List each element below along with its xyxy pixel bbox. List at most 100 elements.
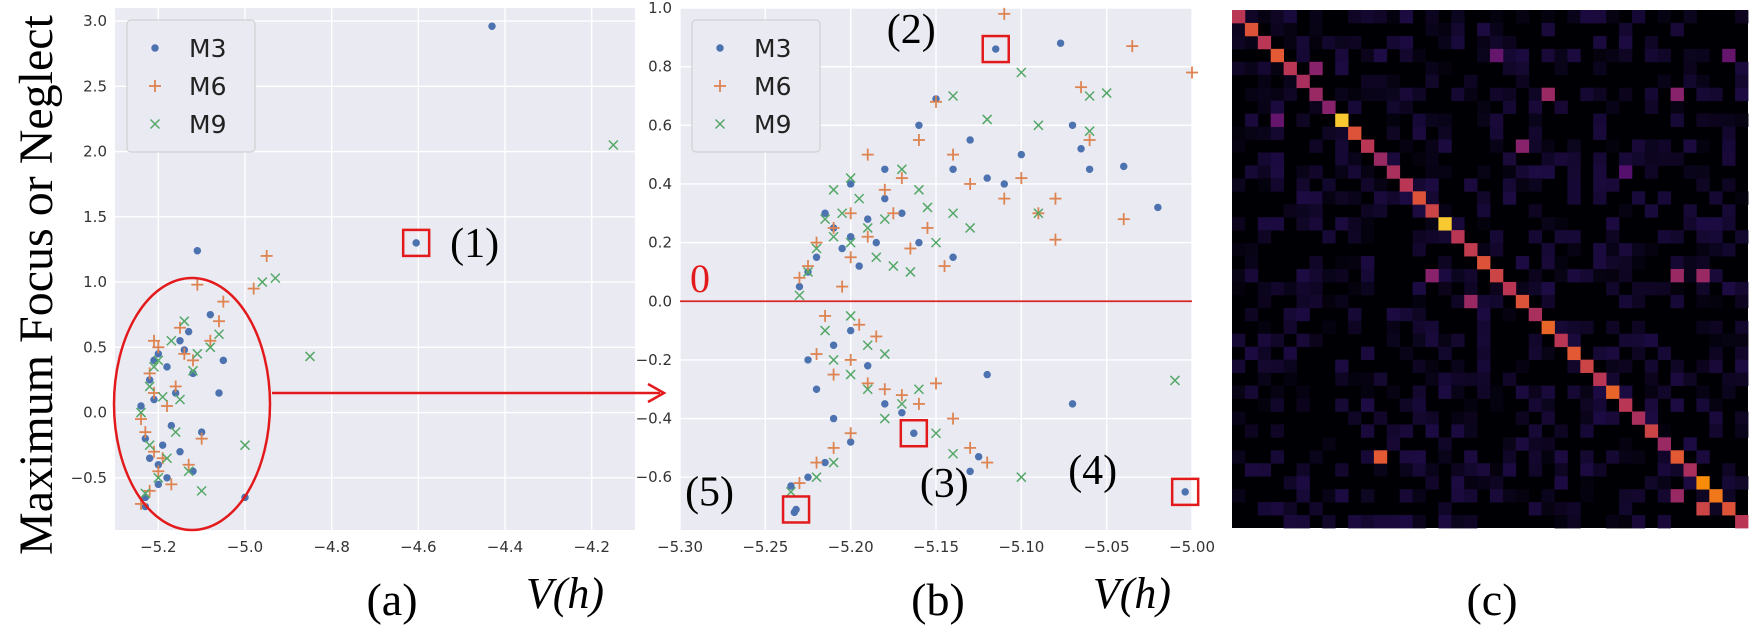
heatmap-cell <box>1438 450 1452 464</box>
heatmap-cell <box>1593 87 1607 102</box>
heatmap-cell <box>1361 372 1375 386</box>
heatmap-cell <box>1490 35 1504 50</box>
heatmap-cell <box>1451 489 1465 503</box>
heatmap-cell <box>1644 35 1659 50</box>
heatmap-cell <box>1270 87 1284 102</box>
heatmap-cell <box>1619 152 1633 166</box>
heatmap-cell <box>1541 152 1555 166</box>
heatmap-cell <box>1348 217 1362 231</box>
heatmap-cell <box>1335 152 1349 166</box>
heatmap-cell <box>1477 217 1491 231</box>
cluster-ellipse <box>112 276 272 532</box>
data-point-m3 <box>488 22 496 30</box>
data-point-m9 <box>896 398 907 409</box>
heatmap-cell <box>1490 463 1504 477</box>
heatmap-cell <box>1670 230 1684 244</box>
ytick-label: 1.0 <box>648 0 672 17</box>
heatmap-cell <box>1593 346 1607 361</box>
legend-label-m6: M6 <box>754 72 791 101</box>
heatmap-cell <box>1348 411 1362 425</box>
heatmap-diagonal-cell <box>1257 35 1272 50</box>
data-point-m3 <box>176 337 184 345</box>
heatmap-diagonal-cell <box>1309 87 1323 102</box>
xtick-label: −5.05 <box>1084 538 1130 556</box>
data-point-m6 <box>161 400 173 413</box>
heatmap-cell <box>1619 204 1633 218</box>
data-point-m9 <box>913 184 924 195</box>
heatmap-cell <box>1515 385 1530 399</box>
data-point-m6 <box>793 477 806 490</box>
heatmap-cell <box>1386 87 1401 102</box>
heatmap-cell <box>1412 178 1426 192</box>
heatmap-cell <box>1309 35 1323 50</box>
heatmap-cell <box>1438 437 1452 451</box>
heatmap-cell <box>1232 35 1246 50</box>
heatmap-cell <box>1348 10 1362 24</box>
heatmap-diagonal-cell <box>1502 281 1517 296</box>
heatmap-cell <box>1425 178 1439 192</box>
heatmap-cell <box>1709 359 1723 373</box>
callout-5: (5) <box>685 469 811 524</box>
heatmap-cell <box>1528 424 1542 438</box>
highlight-box <box>1170 477 1200 507</box>
heatmap-cell <box>1425 230 1439 244</box>
xtick-label: −4.6 <box>400 538 436 556</box>
heatmap-cell <box>1709 243 1723 257</box>
heatmap-cell <box>1502 372 1517 386</box>
heatmap-cell <box>1670 152 1684 166</box>
heatmap-cell <box>1270 281 1284 296</box>
heatmap-cell <box>1412 385 1426 399</box>
heatmap-cell <box>1477 191 1491 205</box>
legend-label-m9: M9 <box>754 110 791 139</box>
heatmap-cell <box>1270 217 1284 231</box>
heatmap-cell <box>1644 87 1659 102</box>
data-point-m9 <box>1084 126 1095 137</box>
data-point-m6 <box>213 315 225 328</box>
heatmap-diagonal-cell <box>1270 48 1284 63</box>
heatmap-cell <box>1296 269 1310 283</box>
legend-marker-m3 <box>151 44 159 52</box>
data-point-m3 <box>790 508 799 517</box>
data-point-m6 <box>217 295 230 308</box>
heatmap-cell <box>1528 398 1542 412</box>
heatmap-cell <box>1232 411 1246 425</box>
heatmap-cell <box>1606 256 1620 270</box>
heatmap-cell <box>1283 204 1297 218</box>
data-point-m6 <box>1075 81 1088 94</box>
heatmap-cell <box>1451 269 1465 283</box>
heatmap-cell <box>1425 113 1439 127</box>
data-point-m3 <box>1000 180 1008 188</box>
data-point-m6 <box>187 354 199 367</box>
heatmap-cell <box>1270 333 1284 348</box>
data-point-m6 <box>964 441 977 454</box>
heatmap-cell <box>1257 359 1272 373</box>
heatmap-cell <box>1477 385 1491 399</box>
heatmap-cell <box>1451 476 1465 490</box>
heatmap-cell <box>1631 191 1646 205</box>
heatmap-cell <box>1657 48 1671 63</box>
heatmap-cell <box>1541 385 1555 399</box>
highlight-box <box>899 418 929 448</box>
heatmap-cell <box>1709 87 1723 102</box>
heatmap-cell <box>1683 204 1697 218</box>
heatmap-cell <box>1670 256 1684 270</box>
heatmap-cell <box>1735 333 1749 348</box>
heatmap-cell <box>1257 87 1272 102</box>
heatmap-cell <box>1567 165 1581 179</box>
heatmap-cell <box>1606 515 1620 529</box>
xtick-label: −5.20 <box>828 538 874 556</box>
heatmap-cell <box>1528 113 1542 127</box>
data-point-m3 <box>1056 39 1065 47</box>
data-point-m3 <box>855 262 863 270</box>
data-point-m9 <box>179 316 190 327</box>
data-point-m6 <box>260 249 273 262</box>
heatmap-cell <box>1670 281 1684 296</box>
data-point-m3 <box>829 341 838 349</box>
data-point-m6 <box>998 192 1011 205</box>
heatmap-cell <box>1490 48 1504 63</box>
heatmap-cell <box>1348 35 1362 50</box>
heatmap-cell <box>1554 217 1568 231</box>
heatmap-cell <box>1244 61 1259 76</box>
data-point-m6 <box>178 347 191 360</box>
